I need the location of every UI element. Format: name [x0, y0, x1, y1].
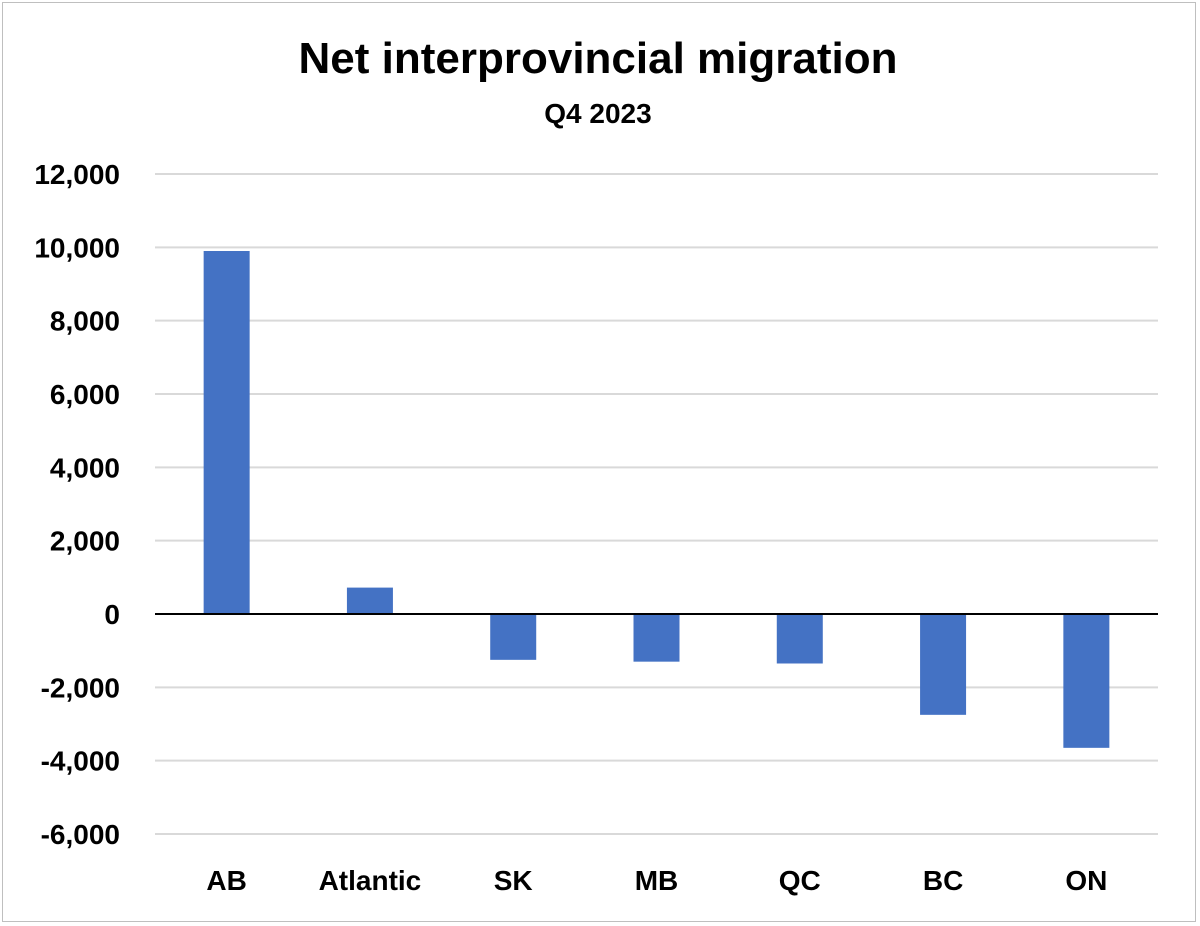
gridlines	[155, 173, 1158, 835]
y-tick-label: 6,000	[50, 379, 120, 410]
bar-ab	[203, 251, 250, 614]
y-tick-label: 8,000	[50, 306, 120, 337]
y-tick-label: -2,000	[41, 672, 120, 703]
y-axis-tick-labels: 12,000 10,000 8,000 6,000 4,000 2,000 0 -2,000 -…	[34, 159, 120, 850]
x-tick-label: AB	[206, 865, 246, 896]
y-tick-label: 2,000	[50, 526, 120, 557]
chart-subtitle: Q4 2023	[544, 98, 652, 129]
y-tick-label: -6,000	[41, 819, 120, 850]
x-tick-label: SK	[494, 865, 533, 896]
y-tick-label: 12,000	[34, 159, 120, 190]
bar-qc	[776, 614, 823, 664]
chart-title: Net interprovincial migration	[298, 34, 898, 83]
bars	[203, 251, 1110, 748]
y-tick-label: -4,000	[41, 746, 120, 777]
y-tick-label: 4,000	[50, 452, 120, 483]
x-tick-label: ON	[1065, 865, 1107, 896]
bar-atlantic	[346, 587, 393, 614]
x-axis-tick-labels: AB Atlantic SK MB QC BC ON	[206, 865, 1107, 896]
bar-mb	[633, 614, 680, 662]
x-tick-label: Atlantic	[319, 865, 422, 896]
x-tick-label: QC	[779, 865, 821, 896]
bar-sk	[490, 614, 537, 660]
y-tick-label: 10,000	[34, 232, 120, 263]
bar-bc	[920, 614, 967, 715]
x-tick-label: BC	[923, 865, 963, 896]
y-tick-label: 0	[104, 599, 120, 630]
x-tick-label: MB	[635, 865, 679, 896]
bar-on	[1063, 614, 1110, 748]
